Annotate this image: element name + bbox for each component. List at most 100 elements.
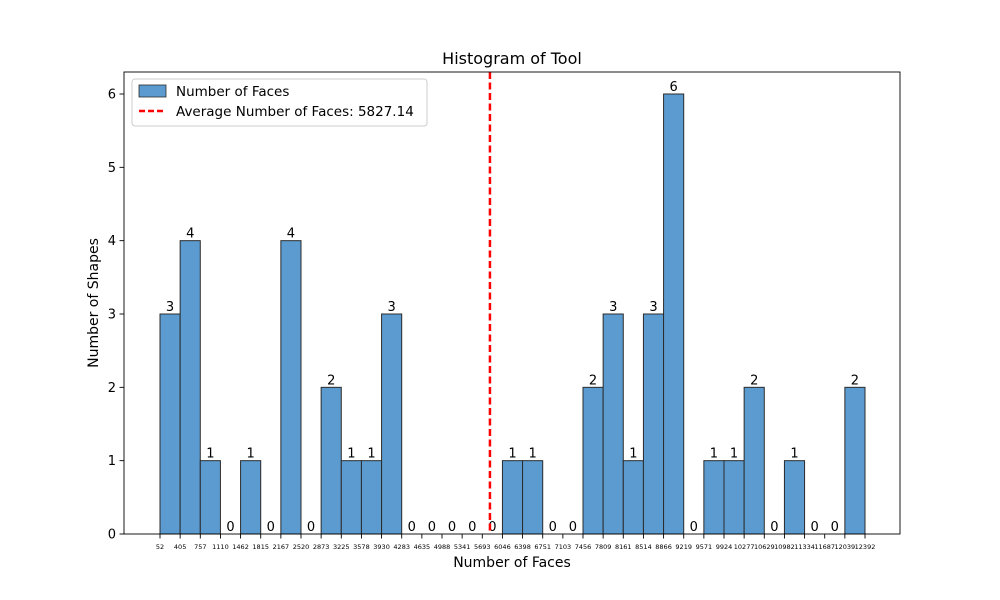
bar-value-label: 0 bbox=[831, 520, 839, 535]
bar-value-label: 1 bbox=[710, 447, 718, 462]
x-tick-label: 757 bbox=[194, 543, 206, 551]
x-tick-label: 8161 bbox=[615, 543, 632, 551]
histogram-bar bbox=[582, 386, 604, 535]
histogram-bar bbox=[642, 313, 665, 535]
y-tick-label: 1 bbox=[108, 454, 116, 469]
bar-value-label: 6 bbox=[669, 80, 677, 95]
histogram-bar bbox=[199, 460, 221, 535]
x-tick-label: 9219 bbox=[675, 543, 692, 551]
bar-value-label: 3 bbox=[649, 300, 657, 315]
histogram-bar bbox=[522, 460, 544, 535]
y-tick-label: 0 bbox=[108, 528, 116, 543]
bar-value-label: 1 bbox=[246, 447, 254, 462]
histogram-bar bbox=[340, 460, 362, 535]
y-axis-label: Number of Shapes bbox=[86, 238, 102, 368]
histogram-bar bbox=[320, 386, 342, 535]
x-tick-label: 11687 bbox=[814, 543, 835, 551]
x-tick-label: 12392 bbox=[855, 543, 876, 551]
legend-label-average: Average Number of Faces: 5827.14 bbox=[176, 104, 414, 120]
bar-value-label: 3 bbox=[609, 300, 617, 315]
bar-value-label: 3 bbox=[387, 300, 395, 315]
x-tick-label: 9924 bbox=[716, 543, 733, 551]
x-tick-label: 7456 bbox=[575, 543, 592, 551]
x-tick-label: 5341 bbox=[454, 543, 471, 551]
histogram-bar bbox=[602, 313, 624, 535]
bar-value-label: 1 bbox=[206, 447, 214, 462]
bar-value-label: 2 bbox=[851, 373, 859, 388]
bar-value-label: 0 bbox=[267, 520, 275, 535]
x-tick-label: 8514 bbox=[635, 543, 652, 551]
bar-value-label: 4 bbox=[186, 227, 194, 242]
histogram-bar bbox=[360, 460, 383, 535]
x-tick-label: 10277 bbox=[734, 543, 755, 551]
x-tick-label: 7809 bbox=[595, 543, 612, 551]
bar-value-label: 0 bbox=[428, 520, 436, 535]
x-tick-label: 52 bbox=[156, 543, 164, 551]
x-tick-label: 4283 bbox=[393, 543, 410, 551]
x-tick-label: 12039 bbox=[835, 543, 856, 551]
bar-value-label: 0 bbox=[468, 520, 476, 535]
bar-value-label: 2 bbox=[750, 373, 758, 388]
histogram-bar bbox=[280, 240, 302, 535]
bar-value-label: 2 bbox=[327, 373, 335, 388]
x-tick-label: 4988 bbox=[434, 543, 451, 551]
bar-value-label: 0 bbox=[448, 520, 456, 535]
x-tick-label: 10629 bbox=[754, 543, 775, 551]
histogram-bar bbox=[159, 313, 181, 535]
bar-value-label: 1 bbox=[367, 447, 375, 462]
bar-value-label: 0 bbox=[810, 520, 818, 535]
legend-box bbox=[131, 78, 428, 127]
x-tick-label: 4635 bbox=[414, 543, 431, 551]
histogram-bar bbox=[663, 93, 685, 535]
bar-value-label: 1 bbox=[347, 447, 355, 462]
x-tick-label: 5693 bbox=[474, 543, 491, 551]
bar-value-label: 0 bbox=[569, 520, 577, 535]
bar-value-label: 1 bbox=[790, 447, 798, 462]
x-tick-label: 1110 bbox=[212, 543, 229, 551]
bar-value-label: 1 bbox=[528, 447, 536, 462]
x-tick-label: 3930 bbox=[373, 543, 390, 551]
y-tick-label: 4 bbox=[108, 234, 116, 249]
x-tick-label: 2167 bbox=[273, 543, 290, 551]
y-axis: 0 1 2 3 4 5 6 bbox=[108, 88, 124, 543]
bars-group bbox=[159, 93, 866, 535]
histogram-bar bbox=[743, 386, 765, 535]
bar-value-label: 0 bbox=[408, 520, 416, 535]
x-tick-label: 3578 bbox=[353, 543, 370, 551]
legend-label-bars: Number of Faces bbox=[176, 84, 289, 100]
histogram-bar bbox=[703, 460, 725, 535]
y-tick-label: 6 bbox=[108, 88, 116, 103]
bar-value-label: 0 bbox=[307, 520, 315, 535]
x-tick-label: 10982 bbox=[774, 543, 795, 551]
x-tick-label: 11334 bbox=[794, 543, 815, 551]
bar-value-label: 0 bbox=[690, 520, 698, 535]
x-axis: 52 405 757 1110 1462 1815 2167 2520 2873 3225 3578… bbox=[156, 534, 875, 551]
x-tick-label: 6751 bbox=[534, 543, 551, 551]
y-tick-label: 2 bbox=[108, 381, 116, 396]
x-tick-label: 1462 bbox=[232, 543, 249, 551]
bar-value-label: 0 bbox=[488, 520, 496, 535]
x-tick-label: 3225 bbox=[333, 543, 350, 551]
x-tick-label: 1815 bbox=[252, 543, 269, 551]
histogram-bar bbox=[381, 313, 403, 535]
x-tick-label: 2520 bbox=[293, 543, 310, 551]
bar-value-label: 1 bbox=[730, 447, 738, 462]
bar-value-label: 0 bbox=[770, 520, 778, 535]
x-tick-label: 6398 bbox=[514, 543, 531, 551]
bar-value-label: 3 bbox=[166, 300, 174, 315]
histogram-bar bbox=[179, 240, 201, 535]
histogram-bar bbox=[844, 386, 866, 535]
bar-value-label: 0 bbox=[549, 520, 557, 535]
bar-value-label: 4 bbox=[287, 227, 295, 242]
histogram-bar bbox=[501, 460, 524, 535]
histogram-bar bbox=[783, 460, 806, 535]
histogram-bar bbox=[622, 460, 644, 535]
x-tick-label: 9571 bbox=[696, 543, 713, 551]
histogram-bar bbox=[723, 460, 745, 535]
legend-swatch-bars bbox=[138, 84, 167, 98]
bar-value-label: 1 bbox=[629, 447, 637, 462]
plot-frame bbox=[123, 71, 901, 535]
x-tick-label: 7103 bbox=[555, 543, 572, 551]
